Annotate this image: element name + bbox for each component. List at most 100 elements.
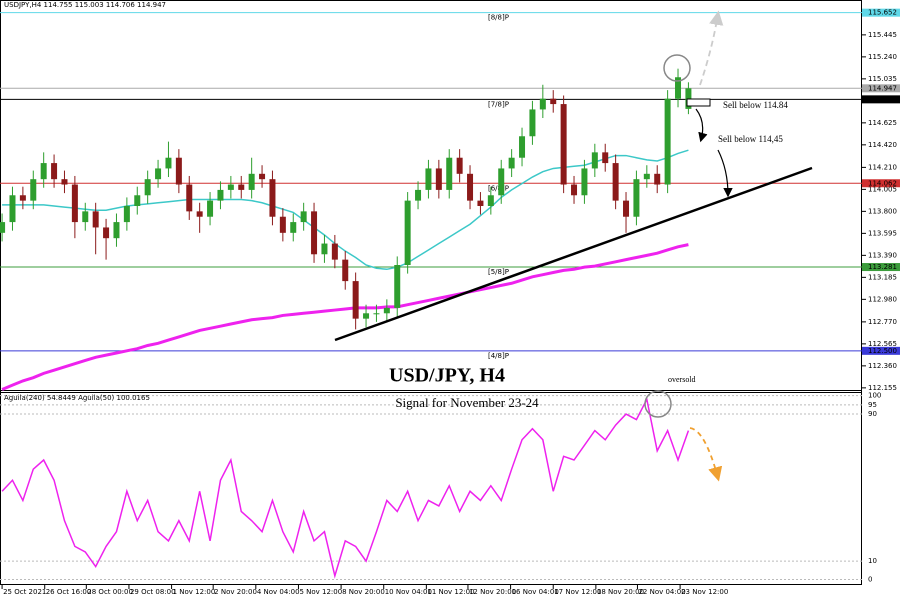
moving-average: [2, 149, 689, 271]
arrow: [717, 149, 733, 198]
candle-body: [175, 157, 182, 185]
candle-body: [9, 195, 16, 223]
x-tick-label: 28 Oct 00:00: [87, 588, 133, 596]
candle-body: [196, 211, 203, 217]
candle-body: [165, 157, 172, 169]
candle-body: [144, 179, 151, 196]
candle-body: [342, 259, 349, 282]
y-tick-label: 112.980: [868, 295, 897, 303]
x-tick-label: 2 Nov 20:00: [214, 588, 257, 596]
level-label: [4/8]P: [488, 352, 509, 360]
candle-body: [664, 98, 671, 185]
annotation: Sell below 114.84: [723, 100, 788, 110]
x-tick-label: 29 Oct 08:00: [130, 588, 176, 596]
y-tick-label: 114.210: [868, 163, 897, 171]
sell-zone: [686, 98, 711, 107]
candle-body: [269, 179, 276, 217]
x-tick-label: 1 Nov 12:00: [173, 588, 216, 596]
chart-title: USD/JPY, H4: [389, 365, 505, 387]
candle-body: [446, 157, 453, 190]
highlight-circle: [663, 54, 691, 82]
level-label: [7/8]P: [488, 100, 509, 108]
axes: 115.652 114.947 114.844 114.062 113.281 112.5…: [1, 8, 900, 596]
projection-arrow: [689, 427, 723, 482]
candle-body: [415, 189, 422, 201]
price-panel: [8/8]P[7/8]P[6/8]P[5/8]P[4/8]P: [0, 12, 862, 391]
x-tick-label: 11 Nov 12:00: [427, 588, 474, 596]
candle-body: [238, 184, 245, 190]
candle-body: [643, 173, 650, 180]
candle-body: [487, 195, 494, 206]
x-tick-label: 16 Nov 04:00: [512, 588, 559, 596]
x-tick-label: 25 Oct 2021: [3, 588, 46, 596]
candle-body: [675, 77, 682, 99]
x-tick-label: 5 Nov 12:00: [299, 588, 342, 596]
x-tick-label: 10 Nov 04:00: [385, 588, 432, 596]
candle-body: [623, 200, 630, 217]
frame: [0, 0, 862, 585]
candle-body: [92, 211, 99, 228]
candle-body: [279, 216, 286, 233]
y-tick-label: 114.420: [868, 141, 897, 149]
y-tick-label: 112.565: [868, 340, 897, 348]
x-tick-label: 26 Oct 16:00: [46, 588, 92, 596]
candle-body: [456, 157, 463, 174]
y-tick-label: 114.625: [868, 119, 897, 127]
y-tick-label: 90: [868, 410, 877, 418]
candle-body: [529, 109, 536, 137]
y-tick-label: 100: [868, 392, 881, 400]
y-tick-label: 95: [868, 401, 877, 409]
price-tag-label: 114.947: [868, 84, 897, 92]
price-tag-label: 114.844: [868, 95, 897, 103]
candle-body: [186, 184, 193, 212]
candle-body: [477, 200, 484, 206]
x-tick-label: 18 Nov 20:00: [597, 588, 644, 596]
oscillator-line: [1, 397, 690, 579]
price-tag: [862, 263, 900, 272]
candle-body: [82, 211, 89, 223]
y-tick-label: 10: [868, 557, 877, 565]
candle-body: [383, 307, 390, 314]
candle-body: [633, 179, 640, 217]
y-tick-label: 112.360: [868, 362, 897, 370]
candle-body: [40, 163, 47, 180]
y-tick-label: 112.155: [868, 384, 897, 392]
candle-body: [519, 136, 526, 158]
price-tag-label: 113.281: [868, 263, 897, 271]
candle-body: [602, 152, 609, 164]
candle-body: [248, 173, 255, 190]
oscillator-panel: [0, 395, 862, 580]
price-tag: [862, 95, 900, 104]
y-tick-label: 115.445: [868, 31, 897, 39]
candle-body: [467, 173, 474, 201]
candle-body: [508, 157, 515, 169]
level-label: [5/8]P: [488, 268, 509, 276]
annotation: Sell below 114,45: [718, 134, 783, 144]
price-tag: [862, 346, 900, 355]
candle-body: [61, 179, 68, 185]
candle-body: [404, 200, 411, 266]
candle-body: [207, 200, 214, 217]
x-tick-label: 4 Nov 04:00: [257, 588, 300, 596]
y-tick-label: 113.185: [868, 273, 897, 281]
price-tag-label: 114.062: [868, 179, 897, 187]
candle-body: [425, 168, 432, 190]
header: USDJPY,H4 114.755 115.003 114.706 114.94…: [4, 1, 166, 9]
x-tick-label: 17 Nov 12:00: [554, 588, 601, 596]
candle-body: [498, 168, 505, 196]
x-tick-label: 23 Nov 12:00: [681, 588, 728, 596]
candle-body: [363, 313, 370, 319]
projection-arrow: [699, 10, 724, 86]
candle-body: [19, 195, 26, 201]
candle-body: [103, 227, 110, 239]
candle-body: [571, 184, 578, 196]
candle-body: [217, 189, 224, 201]
price-tag-label: 112.500: [868, 347, 897, 355]
price-tag-label: 115.652: [868, 9, 897, 17]
candle-body: [0, 222, 6, 233]
panel-title: Signal for November 23-24: [395, 395, 539, 410]
candle-body: [311, 211, 318, 255]
y-tick-label: 113.800: [868, 207, 897, 215]
candle-body: [352, 281, 359, 319]
